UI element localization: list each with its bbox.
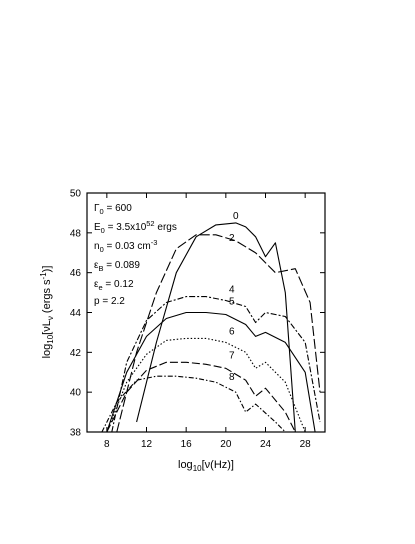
y-tick-label: 50 <box>70 189 82 200</box>
param-epsilon-b: εB = 0.089 <box>94 260 140 273</box>
x-tick-label: 16 <box>181 439 193 450</box>
y-tick-label: 38 <box>70 428 82 439</box>
x-axis-ticks: 8 12 16 20 24 28 <box>104 193 311 450</box>
param-p: p = 2.2 <box>94 296 125 307</box>
series-label-4: 4 <box>229 285 235 296</box>
y-tick-label: 44 <box>70 308 82 319</box>
series-label-8: 8 <box>229 372 235 383</box>
series-line-2 <box>116 234 321 432</box>
param-epsilon-e: εe = 0.12 <box>94 279 134 292</box>
y-tick-label: 46 <box>70 268 82 279</box>
y-tick-label: 42 <box>70 348 82 359</box>
series-line-6 <box>106 337 306 432</box>
y-tick-label: 40 <box>70 388 82 399</box>
parameter-block: Γ0 = 600 E0 = 3.5x1052 ergs n0 = 0.03 cm… <box>94 203 177 307</box>
x-tick-label: 28 <box>300 439 312 450</box>
series-line-0 <box>136 222 296 432</box>
param-gamma: Γ0 = 600 <box>94 203 132 216</box>
y-axis-title: log10[νLν (ergs s-1)] <box>39 266 55 359</box>
series-line-7 <box>106 361 296 432</box>
series-label-5: 5 <box>229 297 235 308</box>
series-line-8 <box>101 375 286 432</box>
x-tick-label: 20 <box>220 439 232 450</box>
series-line-5 <box>106 311 316 432</box>
x-axis-title: log10[ν(Hz)] <box>178 459 234 473</box>
series-line-4 <box>111 296 321 432</box>
series-curves <box>101 222 321 432</box>
series-labels: 0 2 45 6 7 8 <box>229 211 239 383</box>
series-label-2: 2 <box>229 233 235 244</box>
series-label-0: 0 <box>233 211 239 222</box>
param-density: n0 = 0.03 cm-3 <box>94 238 157 254</box>
x-tick-label: 24 <box>260 439 272 450</box>
series-label-7: 7 <box>229 350 235 361</box>
param-energy: E0 = 3.5x1052 ergs <box>94 219 177 235</box>
y-tick-label: 48 <box>70 228 82 239</box>
x-tick-label: 8 <box>104 439 110 450</box>
series-label-6: 6 <box>229 326 235 337</box>
x-tick-label: 12 <box>141 439 153 450</box>
